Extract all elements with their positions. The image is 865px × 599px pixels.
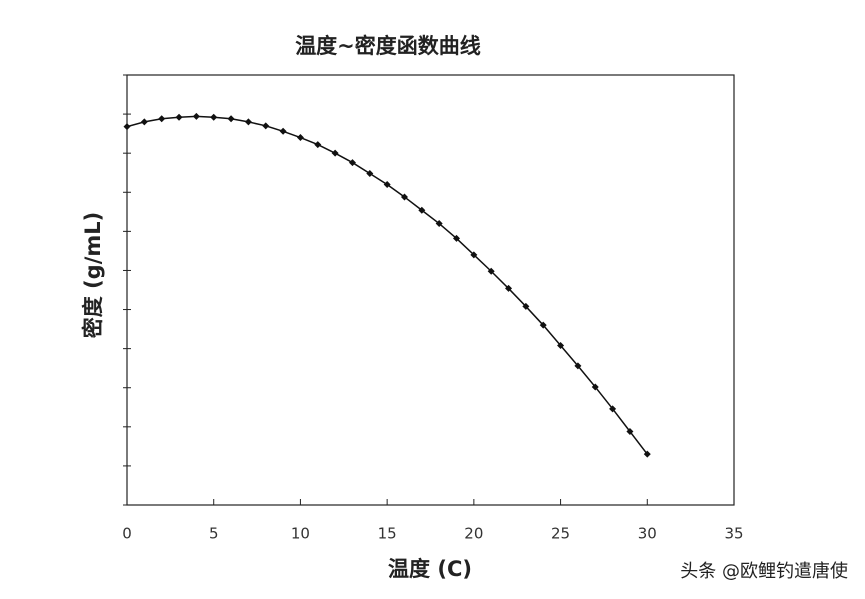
data-point [366,170,374,178]
y-axis-label: 密度 (g/mL) [81,212,105,338]
chart-title: 温度~密度函数曲线 [295,34,481,58]
data-point [314,141,322,149]
data-point [418,206,426,214]
x-tick-label: 5 [209,525,219,543]
data-point [522,302,530,310]
x-tick-label: 30 [638,525,657,543]
x-tick-label: 35 [724,525,743,543]
data-point [331,149,339,157]
data-point [574,362,582,370]
x-tick-label: 20 [464,525,483,543]
data-point [435,220,443,228]
data-point [262,122,270,130]
data-point [487,267,495,275]
data-point [505,284,513,292]
data-point [643,450,651,458]
data-point [470,251,478,259]
data-point [158,115,166,123]
data-point [140,118,148,126]
data-point [383,180,391,188]
data-point [609,405,617,413]
x-tick-label: 10 [291,525,310,543]
data-line [126,115,648,455]
data-point [453,234,461,242]
data-point [279,127,287,135]
data-point [123,123,131,131]
data-point [244,118,252,126]
data-point [539,321,547,329]
data-point [192,112,200,120]
data-point [210,113,218,121]
data-point [557,342,565,350]
data-point [227,115,235,123]
data-point [348,159,356,167]
plot-frame [126,74,735,506]
data-point [626,428,634,436]
data-point [175,113,183,121]
data-point [400,193,408,201]
watermark: 头条 @欧鲤钓遣唐使 [680,561,848,582]
x-axis-label: 温度 (C) [388,557,472,581]
x-tick-label: 25 [551,525,570,543]
x-tick-label: 0 [122,525,132,543]
x-tick-label: 15 [378,525,397,543]
data-point [296,134,304,142]
data-point [591,383,599,391]
